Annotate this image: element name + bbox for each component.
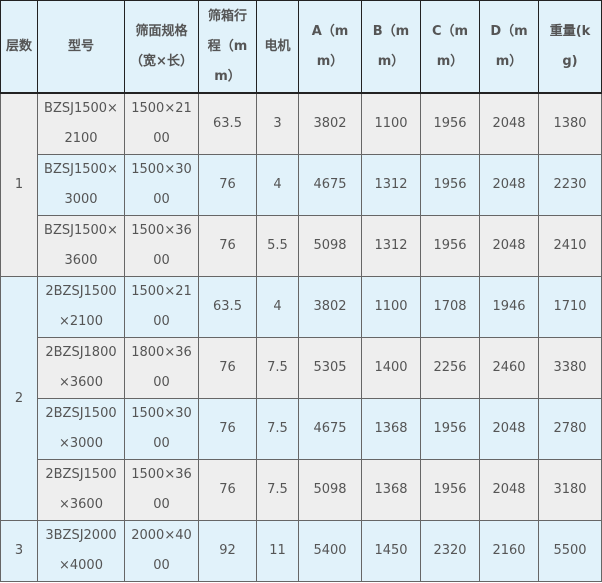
model-cell: BZSJ1500×2100 <box>37 92 125 155</box>
c-cell: 1956 <box>420 154 480 216</box>
stroke-cell: 63.5 <box>198 276 257 338</box>
header-stroke: 筛箱行程（mm） <box>198 0 257 94</box>
motor-cell: 11 <box>256 520 299 582</box>
weight-cell: 1710 <box>538 276 602 338</box>
model-cell: 3BZSJ2000×4000 <box>37 520 125 582</box>
weight-cell: 2410 <box>538 215 602 277</box>
model-cell: 2BZSJ1500×2100 <box>37 276 125 338</box>
model-cell: BZSJ1500×3600 <box>37 215 125 277</box>
b-cell: 1368 <box>361 398 421 460</box>
weight-cell: 3180 <box>538 459 602 521</box>
a-cell: 5400 <box>298 520 362 582</box>
d-cell: 2048 <box>479 92 539 155</box>
screen-size-cell: 2000×4000 <box>124 520 199 582</box>
d-cell: 1946 <box>479 276 539 338</box>
layer-cell: 2 <box>0 276 38 521</box>
screen-size-cell: 1800×3600 <box>124 337 199 399</box>
stroke-cell: 92 <box>198 520 257 582</box>
motor-cell: 7.5 <box>256 337 299 399</box>
weight-cell: 2780 <box>538 398 602 460</box>
screen-size-cell: 1500×3000 <box>124 154 199 216</box>
motor-cell: 4 <box>256 276 299 338</box>
b-cell: 1100 <box>361 276 421 338</box>
c-cell: 1708 <box>420 276 480 338</box>
a-cell: 3802 <box>298 92 362 155</box>
model-cell: 2BZSJ1500×3000 <box>37 398 125 460</box>
stroke-cell: 63.5 <box>198 92 257 155</box>
model-cell: 2BZSJ1500×3600 <box>37 459 125 521</box>
stroke-cell: 76 <box>198 337 257 399</box>
a-cell: 5098 <box>298 215 362 277</box>
d-cell: 2160 <box>479 520 539 582</box>
motor-cell: 4 <box>256 154 299 216</box>
header-a: A（mm） <box>298 0 362 94</box>
d-cell: 2048 <box>479 215 539 277</box>
table-row: 3 3BZSJ2000×4000 2000×4000 92 11 5400 1450 2320… <box>0 520 602 582</box>
table-row: 2BZSJ1500×3600 1500×3600 76 7.5 5098 1368 1956… <box>1 459 602 521</box>
header-weight: 重量(kg) <box>538 0 602 94</box>
motor-cell: 3 <box>256 92 299 155</box>
header-layers: 层数 <box>0 0 38 94</box>
header-motor: 电机 <box>256 0 299 94</box>
a-cell: 4675 <box>298 154 362 216</box>
motor-cell: 5.5 <box>256 215 299 277</box>
table-row: 1 BZSJ1500×2100 1500×2100 63.5 3 3802 1100 1956… <box>0 92 602 277</box>
d-cell: 2460 <box>479 337 539 399</box>
b-cell: 1400 <box>361 337 421 399</box>
stroke-cell: 76 <box>198 215 257 277</box>
d-cell: 2048 <box>479 459 539 521</box>
weight-cell: 5500 <box>538 520 602 582</box>
a-cell: 5098 <box>298 459 362 521</box>
weight-cell: 2230 <box>538 154 602 216</box>
b-cell: 1368 <box>361 459 421 521</box>
header-row: 层数 型号 筛面规格（宽×长） 筛箱行程（mm） 电机 A（mm） B（mm） … <box>0 0 602 94</box>
model-cell: BZSJ1500×3000 <box>37 154 125 216</box>
c-cell: 1956 <box>420 215 480 277</box>
weight-cell: 1380 <box>538 92 602 155</box>
motor-cell: 7.5 <box>256 398 299 460</box>
motor-cell: 7.5 <box>256 459 299 521</box>
screen-size-cell: 1500×2100 <box>124 276 199 338</box>
stroke-cell: 76 <box>198 398 257 460</box>
d-cell: 2048 <box>479 398 539 460</box>
stroke-cell: 76 <box>198 154 257 216</box>
weight-cell: 3380 <box>538 337 602 399</box>
stroke-cell: 76 <box>198 459 257 521</box>
table-body: 1 BZSJ1500×2100 1500×2100 63.5 3 3802 1100 1956… <box>0 92 602 582</box>
b-cell: 1100 <box>361 92 421 155</box>
table-row: BZSJ1500×3600 1500×3600 76 5.5 5098 1312 1956 2… <box>1 215 602 277</box>
screen-size-cell: 1500×3600 <box>124 459 199 521</box>
layer-cell: 1 <box>0 92 38 277</box>
b-cell: 1312 <box>361 215 421 277</box>
b-cell: 1450 <box>361 520 421 582</box>
table-row: 2BZSJ1800×3600 1800×3600 76 7.5 5305 1400 2256… <box>1 337 602 399</box>
a-cell: 3802 <box>298 276 362 338</box>
header-model: 型号 <box>37 0 125 94</box>
table-row: BZSJ1500×3000 1500×3000 76 4 4675 1312 1956 204… <box>1 154 602 216</box>
c-cell: 1956 <box>420 398 480 460</box>
screen-size-cell: 1500×3000 <box>124 398 199 460</box>
layer-cell: 3 <box>0 520 38 582</box>
a-cell: 4675 <box>298 398 362 460</box>
c-cell: 2320 <box>420 520 480 582</box>
model-cell: 2BZSJ1800×3600 <box>37 337 125 399</box>
header-d: D（mm） <box>479 0 539 94</box>
table-row: 2 2BZSJ1500×2100 1500×2100 63.5 4 3802 1100 170… <box>0 276 602 521</box>
header-c: C（mm） <box>420 0 480 94</box>
screen-size-cell: 1500×3600 <box>124 215 199 277</box>
a-cell: 5305 <box>298 337 362 399</box>
header-screen-size: 筛面规格（宽×长） <box>124 0 199 94</box>
c-cell: 2256 <box>420 337 480 399</box>
c-cell: 1956 <box>420 92 480 155</box>
header-b: B（mm） <box>361 0 421 94</box>
screen-size-cell: 1500×2100 <box>124 92 199 155</box>
d-cell: 2048 <box>479 154 539 216</box>
table-row: 2BZSJ1500×3000 1500×3000 76 7.5 4675 1368 1956… <box>1 398 602 460</box>
b-cell: 1312 <box>361 154 421 216</box>
c-cell: 1956 <box>420 459 480 521</box>
